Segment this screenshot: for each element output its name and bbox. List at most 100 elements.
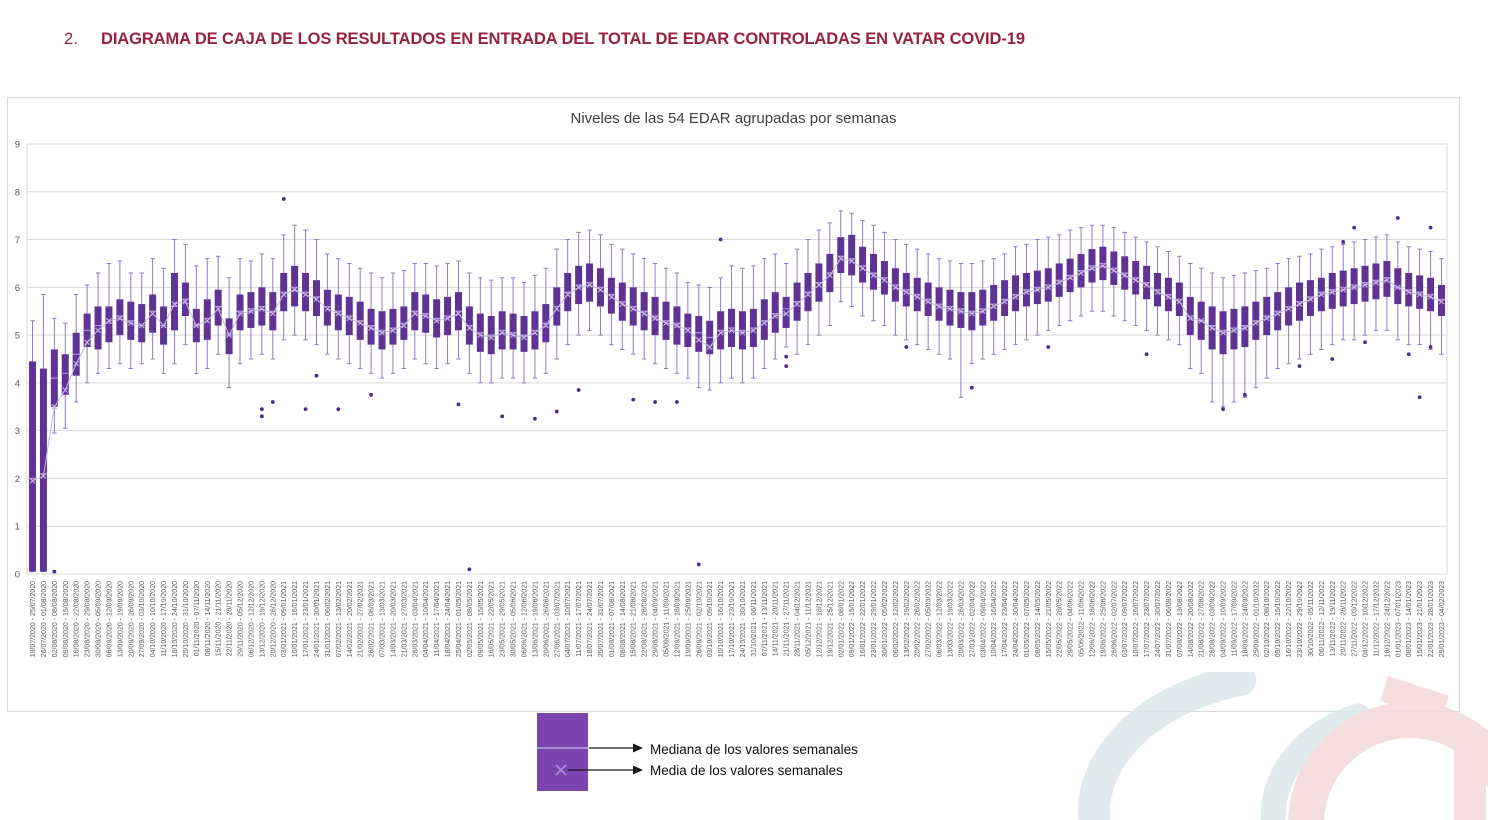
svg-text:14/03/2021 - 20/03/2021: 14/03/2021 - 20/03/2021	[390, 581, 397, 657]
svg-text:10/01/2021 - 16/01/2021: 10/01/2021 - 16/01/2021	[292, 581, 299, 657]
svg-text:16/05/2021 - 22/05/2021: 16/05/2021 - 22/05/2021	[489, 581, 496, 657]
svg-text:11/12/2022 - 17/12/2022: 11/12/2022 - 17/12/2022	[1373, 581, 1380, 657]
svg-text:07/11/2021 - 13/11/2021: 07/11/2021 - 13/11/2021	[762, 581, 769, 656]
section-number: 2.	[64, 30, 79, 48]
chart-title: Niveles de las 54 EDAR agrupadas por sem…	[570, 110, 897, 127]
svg-text:30/10/2022 - 05/11/2022: 30/10/2022 - 05/11/2022	[1308, 581, 1315, 657]
svg-text:30/01/2022 - 05/02/2022: 30/01/2022 - 05/02/2022	[882, 581, 889, 657]
svg-text:20/12/2020 - 26/12/2020: 20/12/2020 - 26/12/2020	[270, 581, 277, 657]
svg-text:01/01/2023 - 07/01/2023: 01/01/2023 - 07/01/2023	[1395, 581, 1402, 657]
svg-text:15/01/2023 - 21/01/2023: 15/01/2023 - 21/01/2023	[1417, 581, 1424, 657]
svg-text:24/07/2022 - 30/07/2022: 24/07/2022 - 30/07/2022	[1155, 581, 1162, 657]
svg-text:19/06/2022 - 25/06/2022: 19/06/2022 - 25/06/2022	[1100, 581, 1107, 657]
svg-text:18/10/2020 - 24/10/2020: 18/10/2020 - 24/10/2020	[172, 581, 179, 657]
svg-text:13/02/2022 - 19/02/2022: 13/02/2022 - 19/02/2022	[904, 581, 911, 657]
section-title: DIAGRAMA DE CAJA DE LOS RESULTADOS EN EN…	[101, 30, 1025, 48]
svg-text:22/08/2021 - 28/08/2021: 22/08/2021 - 28/08/2021	[642, 581, 649, 657]
legend-label-mean: Media de los valores semanales	[650, 763, 843, 778]
svg-text:20/02/2022 - 26/02/2022: 20/02/2022 - 26/02/2022	[915, 581, 922, 657]
outlier-dots	[52, 197, 1433, 574]
svg-text:17/07/2022 - 23/07/2022: 17/07/2022 - 23/07/2022	[1144, 581, 1151, 657]
svg-text:09/10/2022 - 15/10/2022: 09/10/2022 - 15/10/2022	[1275, 581, 1282, 657]
svg-text:21/03/2021 - 27/03/2021: 21/03/2021 - 27/03/2021	[401, 581, 408, 657]
svg-text:08/05/2022 - 14/05/2022: 08/05/2022 - 14/05/2022	[1035, 581, 1042, 657]
svg-text:11/10/2020 - 17/10/2020: 11/10/2020 - 17/10/2020	[161, 581, 168, 657]
svg-text:04/12/2022 - 10/12/2022: 04/12/2022 - 10/12/2022	[1363, 581, 1370, 657]
svg-text:27/11/2022 - 03/12/2022: 27/11/2022 - 03/12/2022	[1352, 581, 1359, 657]
svg-text:25/09/2022 - 01/10/2022: 25/09/2022 - 01/10/2022	[1253, 581, 1260, 657]
chart-legend: Mediana de los valores semanales Media d…	[530, 705, 1090, 805]
svg-text:07/02/2021 - 13/02/2021: 07/02/2021 - 13/02/2021	[336, 581, 343, 657]
svg-text:30/08/2020 - 05/09/2020: 30/08/2020 - 05/09/2020	[96, 581, 103, 657]
svg-text:30/05/2021 - 05/06/2021: 30/05/2021 - 05/06/2021	[511, 581, 518, 657]
svg-text:23/10/2022 - 29/10/2022: 23/10/2022 - 29/10/2022	[1297, 581, 1304, 657]
svg-text:13/06/2021 - 19/06/2021: 13/06/2021 - 19/06/2021	[532, 581, 539, 657]
svg-text:11/04/2021 - 17/04/2021: 11/04/2021 - 17/04/2021	[434, 581, 441, 657]
svg-text:29/01/2023 - 04/02/2023: 29/01/2023 - 04/02/2023	[1439, 581, 1446, 657]
svg-text:22/01/2023 - 28/01/2023: 22/01/2023 - 28/01/2023	[1428, 581, 1435, 657]
svg-text:18/09/2022 - 24/09/2022: 18/09/2022 - 24/09/2022	[1242, 581, 1249, 657]
svg-text:26/09/2021 - 02/10/2021: 26/09/2021 - 02/10/2021	[696, 581, 703, 657]
svg-text:24/01/2021 - 30/01/2021: 24/01/2021 - 30/01/2021	[314, 581, 321, 657]
svg-text:06/02/2022 - 12/02/2022: 06/02/2022 - 12/02/2022	[893, 581, 900, 657]
svg-text:09/08/2020 - 15/08/2020: 09/08/2020 - 15/08/2020	[63, 581, 70, 657]
svg-text:08/08/2021 - 14/08/2021: 08/08/2021 - 14/08/2021	[620, 581, 627, 657]
svg-text:19/07/2020 - 25/07/2020: 19/07/2020 - 25/07/2020	[30, 581, 37, 657]
svg-text:14/11/2021 - 20/11/2021: 14/11/2021 - 20/11/2021	[773, 581, 780, 656]
svg-text:17/04/2022 - 23/04/2022: 17/04/2022 - 23/04/2022	[1002, 581, 1009, 657]
svg-text:05/12/2021 - 11/12/2021: 05/12/2021 - 11/12/2021	[805, 581, 812, 657]
svg-text:4: 4	[15, 378, 20, 389]
svg-text:06/03/2022 - 12/03/2022: 06/03/2022 - 12/03/2022	[937, 581, 944, 657]
svg-text:12/12/2021 - 18/12/2021: 12/12/2021 - 18/12/2021	[816, 581, 823, 657]
svg-text:26/07/2020 - 01/08/2020: 26/07/2020 - 01/08/2020	[41, 581, 48, 657]
legend-label-median: Mediana de los valores semanales	[650, 742, 858, 757]
svg-text:31/10/2021 - 06/11/2021: 31/10/2021 - 06/11/2021	[751, 581, 758, 657]
median-lines	[29, 255, 1445, 480]
svg-text:08/01/2023 - 14/01/2023: 08/01/2023 - 14/01/2023	[1406, 581, 1413, 657]
svg-text:24/04/2022 - 30/04/2022: 24/04/2022 - 30/04/2022	[1013, 581, 1020, 657]
svg-text:20/06/2021 - 26/06/2021: 20/06/2021 - 26/06/2021	[543, 581, 550, 657]
svg-text:13/09/2020 - 19/09/2020: 13/09/2020 - 19/09/2020	[117, 581, 124, 657]
svg-text:5: 5	[15, 331, 20, 342]
svg-text:10/07/2022 - 16/07/2022: 10/07/2022 - 16/07/2022	[1133, 581, 1140, 657]
svg-text:15/05/2022 - 21/05/2022: 15/05/2022 - 21/05/2022	[1046, 581, 1053, 657]
svg-text:25/07/2021 - 31/07/2021: 25/07/2021 - 31/07/2021	[598, 581, 605, 657]
svg-text:04/09/2022 - 10/09/2022: 04/09/2022 - 10/09/2022	[1221, 581, 1228, 657]
svg-text:16/01/2022 - 22/01/2022: 16/01/2022 - 22/01/2022	[860, 581, 867, 657]
svg-text:27/02/2022 - 05/03/2022: 27/02/2022 - 05/03/2022	[926, 581, 933, 657]
svg-text:23/01/2022 - 29/01/2022: 23/01/2022 - 29/01/2022	[871, 581, 878, 657]
svg-text:07/08/2022 - 13/08/2022: 07/08/2022 - 13/08/2022	[1177, 581, 1184, 657]
svg-text:22/05/2022 - 28/05/2022: 22/05/2022 - 28/05/2022	[1057, 581, 1064, 657]
svg-text:05/09/2021 - 11/09/2021: 05/09/2021 - 11/09/2021	[664, 581, 671, 657]
svg-text:02/08/2020 - 08/08/2020: 02/08/2020 - 08/08/2020	[52, 581, 59, 657]
svg-text:04/10/2020 - 10/10/2020: 04/10/2020 - 10/10/2020	[150, 581, 157, 657]
svg-text:01/05/2022 - 07/05/2022: 01/05/2022 - 07/05/2022	[1024, 581, 1031, 657]
legend-box-sample	[537, 713, 588, 791]
mean-x-markers	[29, 255, 1445, 484]
svg-text:24/10/2021 - 30/10/2021: 24/10/2021 - 30/10/2021	[740, 581, 747, 657]
svg-text:20/09/2020 - 26/09/2020: 20/09/2020 - 26/09/2020	[128, 581, 135, 657]
svg-text:17/10/2021 - 23/10/2021: 17/10/2021 - 23/10/2021	[729, 581, 736, 657]
svg-text:29/11/2020 - 05/12/2020: 29/11/2020 - 05/12/2020	[238, 581, 245, 657]
x-axis-tick-labels: 19/07/2020 - 25/07/2020 26/07/2020 - 01/0…	[30, 581, 1446, 657]
svg-text:09/05/2021 - 15/05/2021: 09/05/2021 - 15/05/2021	[478, 581, 485, 657]
svg-text:25/10/2020 - 31/10/2020: 25/10/2020 - 31/10/2020	[183, 581, 190, 657]
svg-text:7: 7	[15, 235, 20, 246]
svg-text:12/09/2021 - 18/09/2021: 12/09/2021 - 18/09/2021	[674, 581, 681, 657]
watermark-arm-right	[1454, 736, 1486, 820]
gridlines	[26, 143, 1448, 575]
svg-text:9: 9	[15, 140, 20, 151]
svg-text:18/12/2022 - 24/12/2022: 18/12/2022 - 24/12/2022	[1384, 581, 1391, 657]
svg-text:04/07/2021 - 10/07/2021: 04/07/2021 - 10/07/2021	[565, 581, 572, 657]
svg-text:14/02/2021 - 20/02/2021: 14/02/2021 - 20/02/2021	[347, 581, 354, 657]
svg-text:31/07/2022 - 06/08/2022: 31/07/2022 - 06/08/2022	[1166, 581, 1173, 657]
svg-text:02/01/2022 - 08/01/2022: 02/01/2022 - 08/01/2022	[838, 581, 845, 657]
svg-text:06/06/2021 - 12/06/2021: 06/06/2021 - 12/06/2021	[522, 581, 529, 657]
svg-text:19/09/2021 - 25/09/2021: 19/09/2021 - 25/09/2021	[685, 581, 692, 657]
svg-text:05/06/2022 - 11/06/2022: 05/06/2022 - 11/06/2022	[1079, 581, 1086, 657]
svg-text:27/09/2020 - 03/10/2020: 27/09/2020 - 03/10/2020	[139, 581, 146, 657]
svg-text:09/01/2022 - 15/01/2022: 09/01/2022 - 15/01/2022	[849, 581, 856, 657]
svg-text:03/01/2021 - 09/01/2021: 03/01/2021 - 09/01/2021	[281, 581, 288, 657]
svg-text:20/03/2022 - 26/03/2022: 20/03/2022 - 26/03/2022	[958, 581, 965, 657]
